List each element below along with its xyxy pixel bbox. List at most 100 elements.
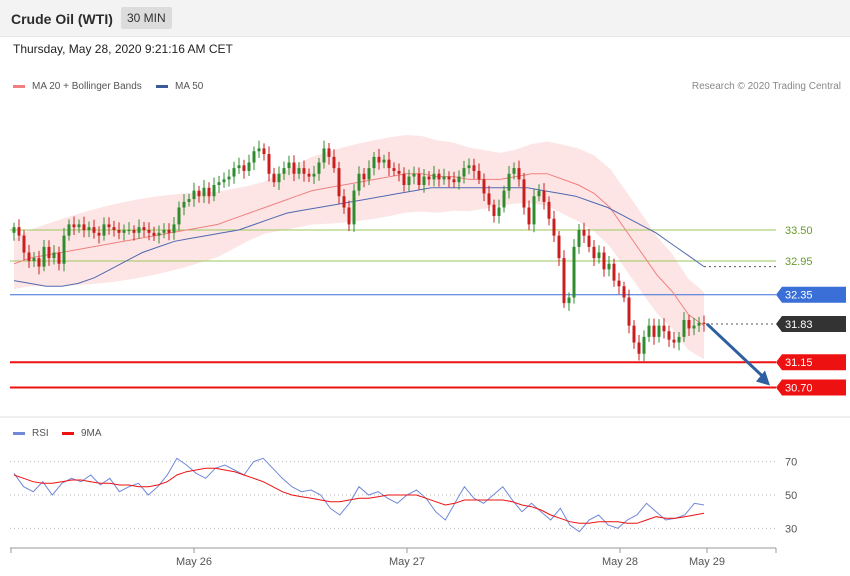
candle-body	[442, 176, 446, 180]
candle-body	[687, 320, 691, 329]
candle-body	[397, 170, 401, 174]
candle-body	[67, 224, 71, 236]
candle-body	[62, 235, 66, 264]
candle-body	[372, 156, 376, 169]
candle-body	[507, 173, 511, 191]
candle-body	[192, 190, 196, 200]
candle-body	[182, 201, 186, 208]
candle-body	[607, 263, 611, 270]
candle-body	[352, 190, 356, 225]
candle-body	[127, 230, 131, 231]
candle-body	[12, 227, 16, 233]
candle-body	[477, 170, 481, 180]
level-label: 33.50	[785, 225, 813, 237]
time-label: May 26	[176, 556, 212, 568]
candle-body	[472, 165, 476, 171]
candle-body	[672, 339, 676, 343]
candle-body	[652, 325, 656, 337]
candle-body	[387, 159, 391, 169]
level-label: 31.83	[785, 319, 813, 331]
candle-body	[292, 162, 296, 174]
candle-body	[112, 227, 116, 230]
time-label: May 28	[602, 556, 638, 568]
candle-body	[667, 331, 671, 340]
candle-body	[367, 168, 371, 180]
candle-body	[627, 297, 631, 326]
candle-body	[277, 173, 281, 183]
legend-rsi-label: RSI	[32, 428, 49, 439]
candle-body	[482, 179, 486, 194]
candle-body	[637, 342, 641, 354]
candle-body	[262, 148, 266, 155]
candle-body	[692, 325, 696, 329]
candle-body	[252, 151, 256, 163]
ma20-swatch	[13, 85, 25, 88]
candle-body	[412, 173, 416, 177]
candle-body	[157, 232, 161, 236]
candle-body	[332, 156, 336, 169]
candle-body	[122, 230, 126, 233]
candle-body	[287, 162, 291, 169]
candle-body	[227, 176, 231, 180]
legend-rsi: RSI	[13, 428, 49, 439]
candle-body	[322, 148, 326, 163]
candle-body	[392, 168, 396, 171]
candle-body	[447, 176, 451, 180]
candle-body	[542, 190, 546, 202]
candle-body	[612, 263, 616, 281]
candle-body	[522, 179, 526, 208]
candle-body	[362, 173, 366, 180]
candle-body	[572, 246, 576, 298]
candle-body	[467, 165, 471, 169]
candle-body	[282, 168, 286, 174]
ma50-line	[13, 187, 705, 287]
candle-body	[302, 168, 306, 174]
candle-body	[492, 204, 496, 216]
legend-ma20-label: MA 20 + Bollinger Bands	[32, 81, 142, 92]
candle-body	[342, 196, 346, 208]
rsi-swatch	[13, 432, 25, 435]
ma50-swatch	[156, 85, 168, 88]
candle-body	[457, 176, 461, 183]
candle-body	[57, 252, 61, 264]
candle-body	[212, 185, 216, 197]
candle-body	[17, 227, 21, 236]
legend-ma50: MA 50	[156, 81, 203, 92]
candle-body	[47, 246, 51, 259]
candle-body	[552, 218, 556, 236]
candle-body	[232, 168, 236, 177]
candle-body	[107, 224, 111, 228]
legend-ma50-label: MA 50	[175, 81, 204, 92]
candle-body	[632, 325, 636, 343]
candle-body	[517, 168, 521, 180]
candle-body	[312, 173, 316, 177]
header-bar: Crude Oil (WTI) 30 MIN	[0, 0, 850, 37]
candle-body	[82, 224, 86, 230]
candle-body	[597, 252, 601, 259]
candle-body	[682, 320, 686, 337]
candle-body	[207, 187, 211, 197]
candle-body	[512, 168, 516, 174]
candle-body	[677, 336, 681, 343]
level-label: 31.15	[785, 357, 813, 369]
candle-body	[532, 196, 536, 225]
instrument-title: Crude Oil (WTI)	[11, 11, 113, 27]
forecast-arrow	[705, 322, 768, 381]
candle-body	[602, 252, 606, 270]
candle-body	[377, 156, 381, 163]
candle-body	[697, 322, 701, 326]
timestamp: Thursday, May 28, 2020 9:21:16 AM CET	[13, 42, 233, 56]
candle-body	[242, 165, 246, 171]
bollinger-band	[14, 135, 704, 360]
candle-body	[202, 187, 206, 197]
candle-body	[497, 207, 501, 216]
level-tag-pivot	[776, 286, 846, 303]
candle-body	[137, 227, 141, 233]
candle-body	[432, 173, 436, 180]
timeframe-badge[interactable]: 30 MIN	[121, 7, 172, 29]
candle-body	[347, 207, 351, 225]
candle-body	[527, 207, 531, 225]
candle-body	[177, 207, 181, 225]
level-tag-support	[776, 379, 846, 396]
